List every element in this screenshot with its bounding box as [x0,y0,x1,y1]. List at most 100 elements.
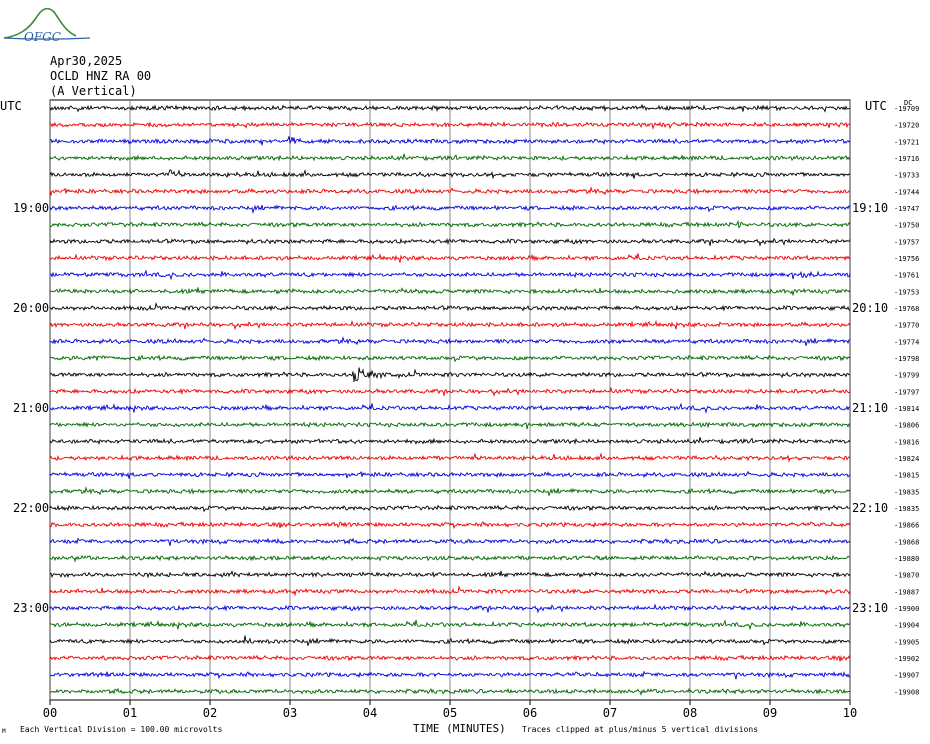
dc-offset-value: -19824 [894,455,919,463]
trace-row-14 [49,335,851,346]
trace-row-32 [49,635,851,646]
trace-row-17 [49,386,851,397]
dc-offset-value: -19887 [894,588,919,596]
dc-offset-value: -19770 [894,322,919,330]
left-hour-label: 21:00 [13,401,49,415]
trace-row-34 [49,670,851,680]
trace-row-24 [49,504,851,513]
right-hour-label: 19:10 [852,201,888,215]
trace-row-21 [49,452,851,463]
dc-offset-value: -19756 [894,255,919,263]
dc-offset-value: -19753 [894,288,919,296]
x-tick-label: 04 [363,706,377,720]
dc-offset-value: -19904 [894,622,919,630]
trace-row-15 [49,354,851,363]
dc-offset-value: -19815 [894,472,919,480]
station-label: OCLD HNZ RA 00 [50,69,151,83]
dc-offset-value: -19799 [894,372,919,380]
x-tick-label: 01 [123,706,137,720]
dc-offset-value: -19761 [894,272,919,280]
dc-offset-value: -19720 [894,122,919,130]
trace-group [49,103,851,697]
left-hour-label: 20:00 [13,301,49,315]
trace-row-2 [49,136,851,146]
trace-row-25 [49,521,851,530]
trace-row-27 [49,554,851,563]
dc-offset-value: -19905 [894,638,919,646]
trace-row-23 [49,485,851,496]
trace-row-13 [49,319,851,331]
dc-offset-value: -19716 [894,155,919,163]
x-tick-label: 07 [603,706,617,720]
x-tick-label: 10 [843,706,857,720]
dc-offset-value: -19709 [894,105,919,113]
trace-row-11 [49,287,851,297]
trace-row-28 [49,570,851,579]
trace-row-29 [49,585,851,597]
trace-row-7 [49,219,851,229]
dc-offset-value: -19798 [894,355,919,363]
date-label: Apr30,2025 [50,54,122,68]
dc-offset-value: -19900 [894,605,919,613]
dc-offset-value: -19757 [894,238,919,246]
trace-row-10 [49,269,851,281]
trace-row-12 [49,301,851,312]
footer-mark: M [2,728,6,735]
left-hour-labels: 19:00 20:00 21:00 22:00 23:00 [13,201,49,615]
trace-row-22 [49,470,851,479]
dc-offset-value: -19907 [894,672,919,680]
component-label: (A Vertical) [50,84,137,98]
dc-offset-value: -19744 [894,188,919,196]
trace-row-5 [49,185,851,197]
right-utc-label: UTC [865,99,887,113]
dc-offset-value: -19747 [894,205,919,213]
trace-row-9 [49,253,851,263]
clip-note: Traces clipped at plus/minus 5 vertical … [522,725,758,734]
x-tick-label: 03 [283,706,297,720]
dc-offset-value: -19806 [894,422,919,430]
x-axis-ticks: 00 01 02 03 04 05 06 07 08 09 10 [43,700,857,720]
x-tick-label: 05 [443,706,457,720]
x-tick-label: 08 [683,706,697,720]
left-utc-label: UTC [0,99,22,113]
trace-row-0 [49,103,851,113]
right-hour-label: 23:10 [852,601,888,615]
trace-row-18 [49,402,851,414]
dc-offset-value: -19816 [894,438,919,446]
trace-row-26 [49,537,851,547]
dc-label: DC [904,99,912,107]
dc-offset-value: -19880 [894,555,919,563]
trace-row-6 [49,204,851,215]
dc-offset-value: -19835 [894,505,919,513]
dc-offset-value: -19868 [894,538,919,546]
plot-grid [49,99,851,701]
right-hour-label: 22:10 [852,501,888,515]
trace-row-33 [49,654,851,662]
right-hour-labels: 19:10 20:10 21:10 22:10 23:10 [852,201,888,615]
trace-row-30 [49,603,851,614]
x-tick-label: 09 [763,706,777,720]
trace-row-20 [49,437,851,445]
x-tick-label: 02 [203,706,217,720]
dc-offset-value: -19814 [894,405,919,413]
left-hour-label: 22:00 [13,501,49,515]
dc-offset-labels: -19709 -19720 -19721 -19716 -19733 -19744 -197… [894,105,919,696]
dc-offset-value: -19768 [894,305,919,313]
trace-row-19 [49,421,851,430]
trace-row-3 [49,153,851,162]
trace-row-35 [49,687,851,697]
dc-offset-value: -19797 [894,388,919,396]
dc-offset-value: -19774 [894,338,919,346]
x-axis-title: TIME (MINUTES) [413,722,506,735]
x-tick-label: 06 [523,706,537,720]
dc-offset-value: -19835 [894,488,919,496]
right-hour-label: 20:10 [852,301,888,315]
scale-note: Each Vertical Division = 100.00 microvol… [20,725,222,734]
trace-row-8 [49,237,851,247]
trace-row-31 [49,619,851,631]
x-tick-label: 00 [43,706,57,720]
ofgc-logo: OFGC [3,7,91,44]
dc-offset-value: -19908 [894,688,919,696]
dc-offset-value: -19866 [894,522,919,530]
